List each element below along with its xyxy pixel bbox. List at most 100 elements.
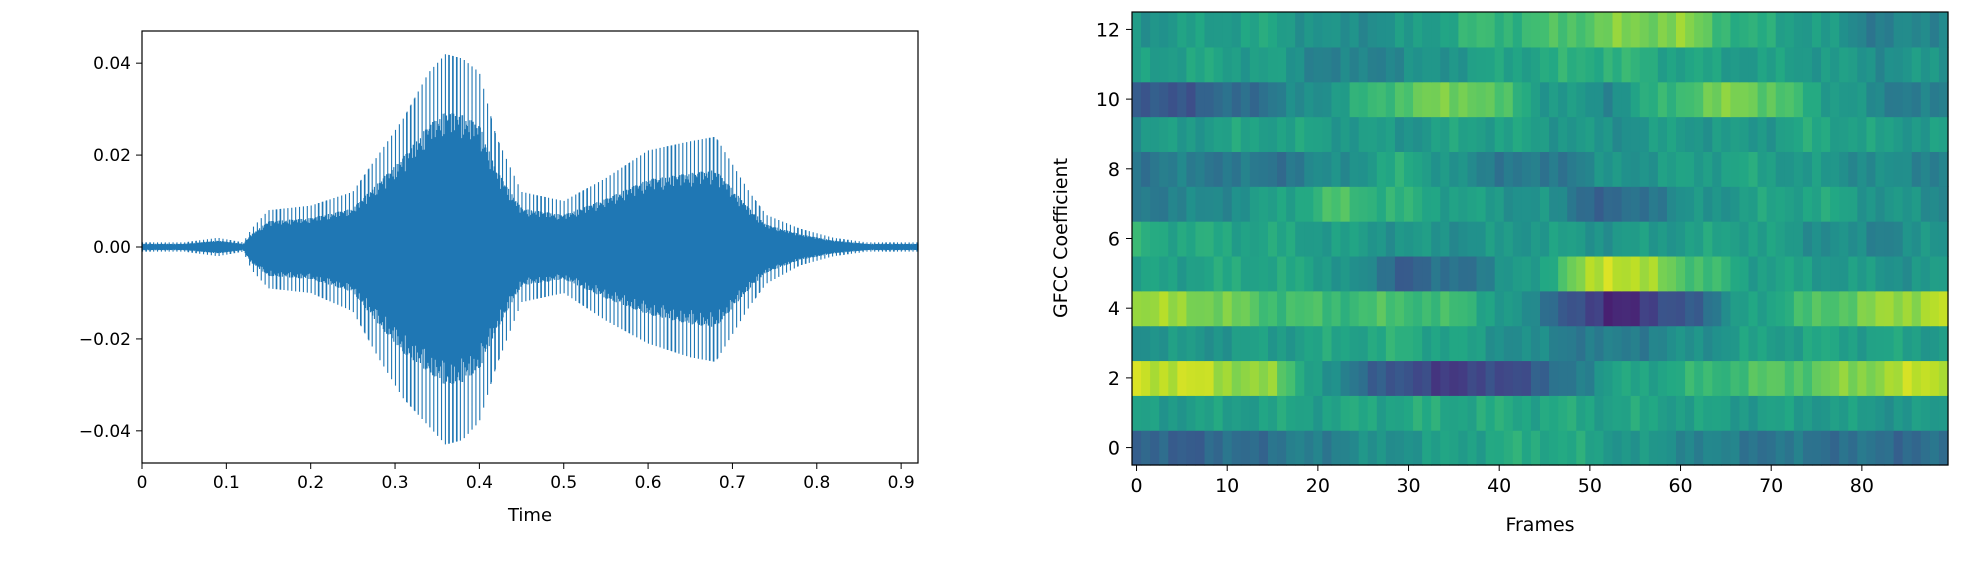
gfcc-cell <box>1485 221 1496 257</box>
gfcc-cell <box>1494 325 1505 362</box>
gfcc-cell <box>1821 360 1831 396</box>
gfcc-cell <box>1839 151 1849 187</box>
gfcc-cell <box>1449 255 1459 292</box>
gfcc-cell <box>1440 360 1450 396</box>
gfcc-cell <box>1132 186 1142 222</box>
gfcc-cell <box>1141 151 1151 187</box>
gfcc-cell <box>1857 221 1867 257</box>
gfcc-cell <box>1875 186 1886 222</box>
gfcc-cell <box>1576 255 1586 292</box>
gfcc-cell <box>1730 151 1741 187</box>
gfcc-cell <box>1938 116 1949 152</box>
gfcc-cell <box>1141 395 1151 431</box>
gfcc-cell <box>1893 290 1904 327</box>
gfcc-cell <box>1821 151 1831 187</box>
gfcc-cell <box>1567 325 1577 362</box>
gfcc-cell <box>1376 81 1387 118</box>
gfcc-cell <box>1784 325 1795 362</box>
gfcc-cell <box>1576 360 1586 396</box>
gfcc-cell <box>1258 430 1269 466</box>
gfcc-cell <box>1467 12 1478 48</box>
gfcc-cell <box>1204 255 1215 292</box>
gfcc-cell <box>1458 46 1469 83</box>
gfcc-cell <box>1730 255 1741 292</box>
gfcc-cell <box>1530 360 1541 396</box>
gfcc-cell <box>1304 430 1314 466</box>
gfcc-cell <box>1168 186 1178 222</box>
gfcc-cell <box>1775 395 1786 431</box>
gfcc-cell <box>1132 430 1142 466</box>
gfcc-cell <box>1866 151 1877 187</box>
gfcc-cell <box>1404 255 1414 292</box>
gfcc-cell <box>1666 46 1677 83</box>
gfcc-cell <box>1802 12 1813 48</box>
gfcc-cell <box>1920 325 1931 362</box>
gfcc-cell <box>1594 221 1605 257</box>
gfcc-cell <box>1304 360 1314 396</box>
gfcc-cell <box>1576 221 1586 257</box>
gfcc-cell <box>1376 12 1387 48</box>
gfcc-cell <box>1812 290 1822 327</box>
gfcc-cell <box>1249 12 1260 48</box>
gfcc-cell <box>1694 255 1704 292</box>
gfcc-cell <box>1132 12 1142 48</box>
gfcc-cell <box>1458 290 1469 327</box>
gfcc-cell <box>1703 360 1713 396</box>
gfcc-x-tick-label: 60 <box>1668 475 1692 497</box>
gfcc-cell <box>1712 430 1722 466</box>
gfcc-cell <box>1639 12 1650 48</box>
gfcc-cell <box>1902 46 1913 83</box>
gfcc-cell <box>1884 46 1895 83</box>
gfcc-cell <box>1458 221 1469 257</box>
gfcc-cell <box>1802 430 1813 466</box>
gfcc-cell <box>1902 290 1913 327</box>
gfcc-cell <box>1639 395 1650 431</box>
gfcc-cell <box>1902 151 1913 187</box>
gfcc-y-tick-label: 10 <box>1096 89 1120 111</box>
gfcc-cell <box>1440 395 1450 431</box>
gfcc-cell <box>1721 186 1731 222</box>
gfcc-cell <box>1739 255 1750 292</box>
gfcc-cell <box>1249 430 1260 466</box>
gfcc-cell <box>1186 116 1197 152</box>
gfcc-cell <box>1757 116 1768 152</box>
gfcc-cell <box>1712 12 1722 48</box>
gfcc-cell <box>1730 116 1741 152</box>
gfcc-cell <box>1132 151 1142 187</box>
gfcc-cell <box>1322 116 1333 152</box>
gfcc-cell <box>1485 81 1496 118</box>
gfcc-cell <box>1503 360 1514 396</box>
gfcc-cell <box>1449 290 1459 327</box>
gfcc-cell <box>1875 221 1886 257</box>
gfcc-cell <box>1240 395 1251 431</box>
gfcc-cell <box>1168 116 1178 152</box>
gfcc-cell <box>1394 116 1405 152</box>
gfcc-cell <box>1694 221 1704 257</box>
gfcc-cell <box>1558 395 1568 431</box>
gfcc-cell <box>1494 430 1505 466</box>
gfcc-cell <box>1440 151 1450 187</box>
gfcc-cell <box>1422 12 1432 48</box>
gfcc-cell <box>1793 151 1804 187</box>
gfcc-cell <box>1367 360 1378 396</box>
gfcc-cell <box>1331 116 1342 152</box>
gfcc-cell <box>1830 46 1840 83</box>
gfcc-cell <box>1485 186 1496 222</box>
gfcc-cell <box>1766 290 1777 327</box>
gfcc-cell <box>1866 430 1877 466</box>
gfcc-cell <box>1240 186 1251 222</box>
waveform-x-tick-label: 0 <box>137 473 148 493</box>
gfcc-cell <box>1268 151 1278 187</box>
gfcc-cell <box>1549 81 1559 118</box>
gfcc-cell <box>1884 360 1895 396</box>
gfcc-cell <box>1639 290 1650 327</box>
gfcc-cell <box>1349 290 1360 327</box>
gfcc-cell <box>1503 221 1514 257</box>
gfcc-cell <box>1929 12 1940 48</box>
gfcc-cell <box>1866 186 1877 222</box>
gfcc-cell <box>1648 81 1659 118</box>
waveform-x-tick-label: 0.9 <box>888 473 915 493</box>
gfcc-cell <box>1268 186 1278 222</box>
gfcc-cell <box>1730 81 1741 118</box>
gfcc-cell <box>1385 325 1396 362</box>
